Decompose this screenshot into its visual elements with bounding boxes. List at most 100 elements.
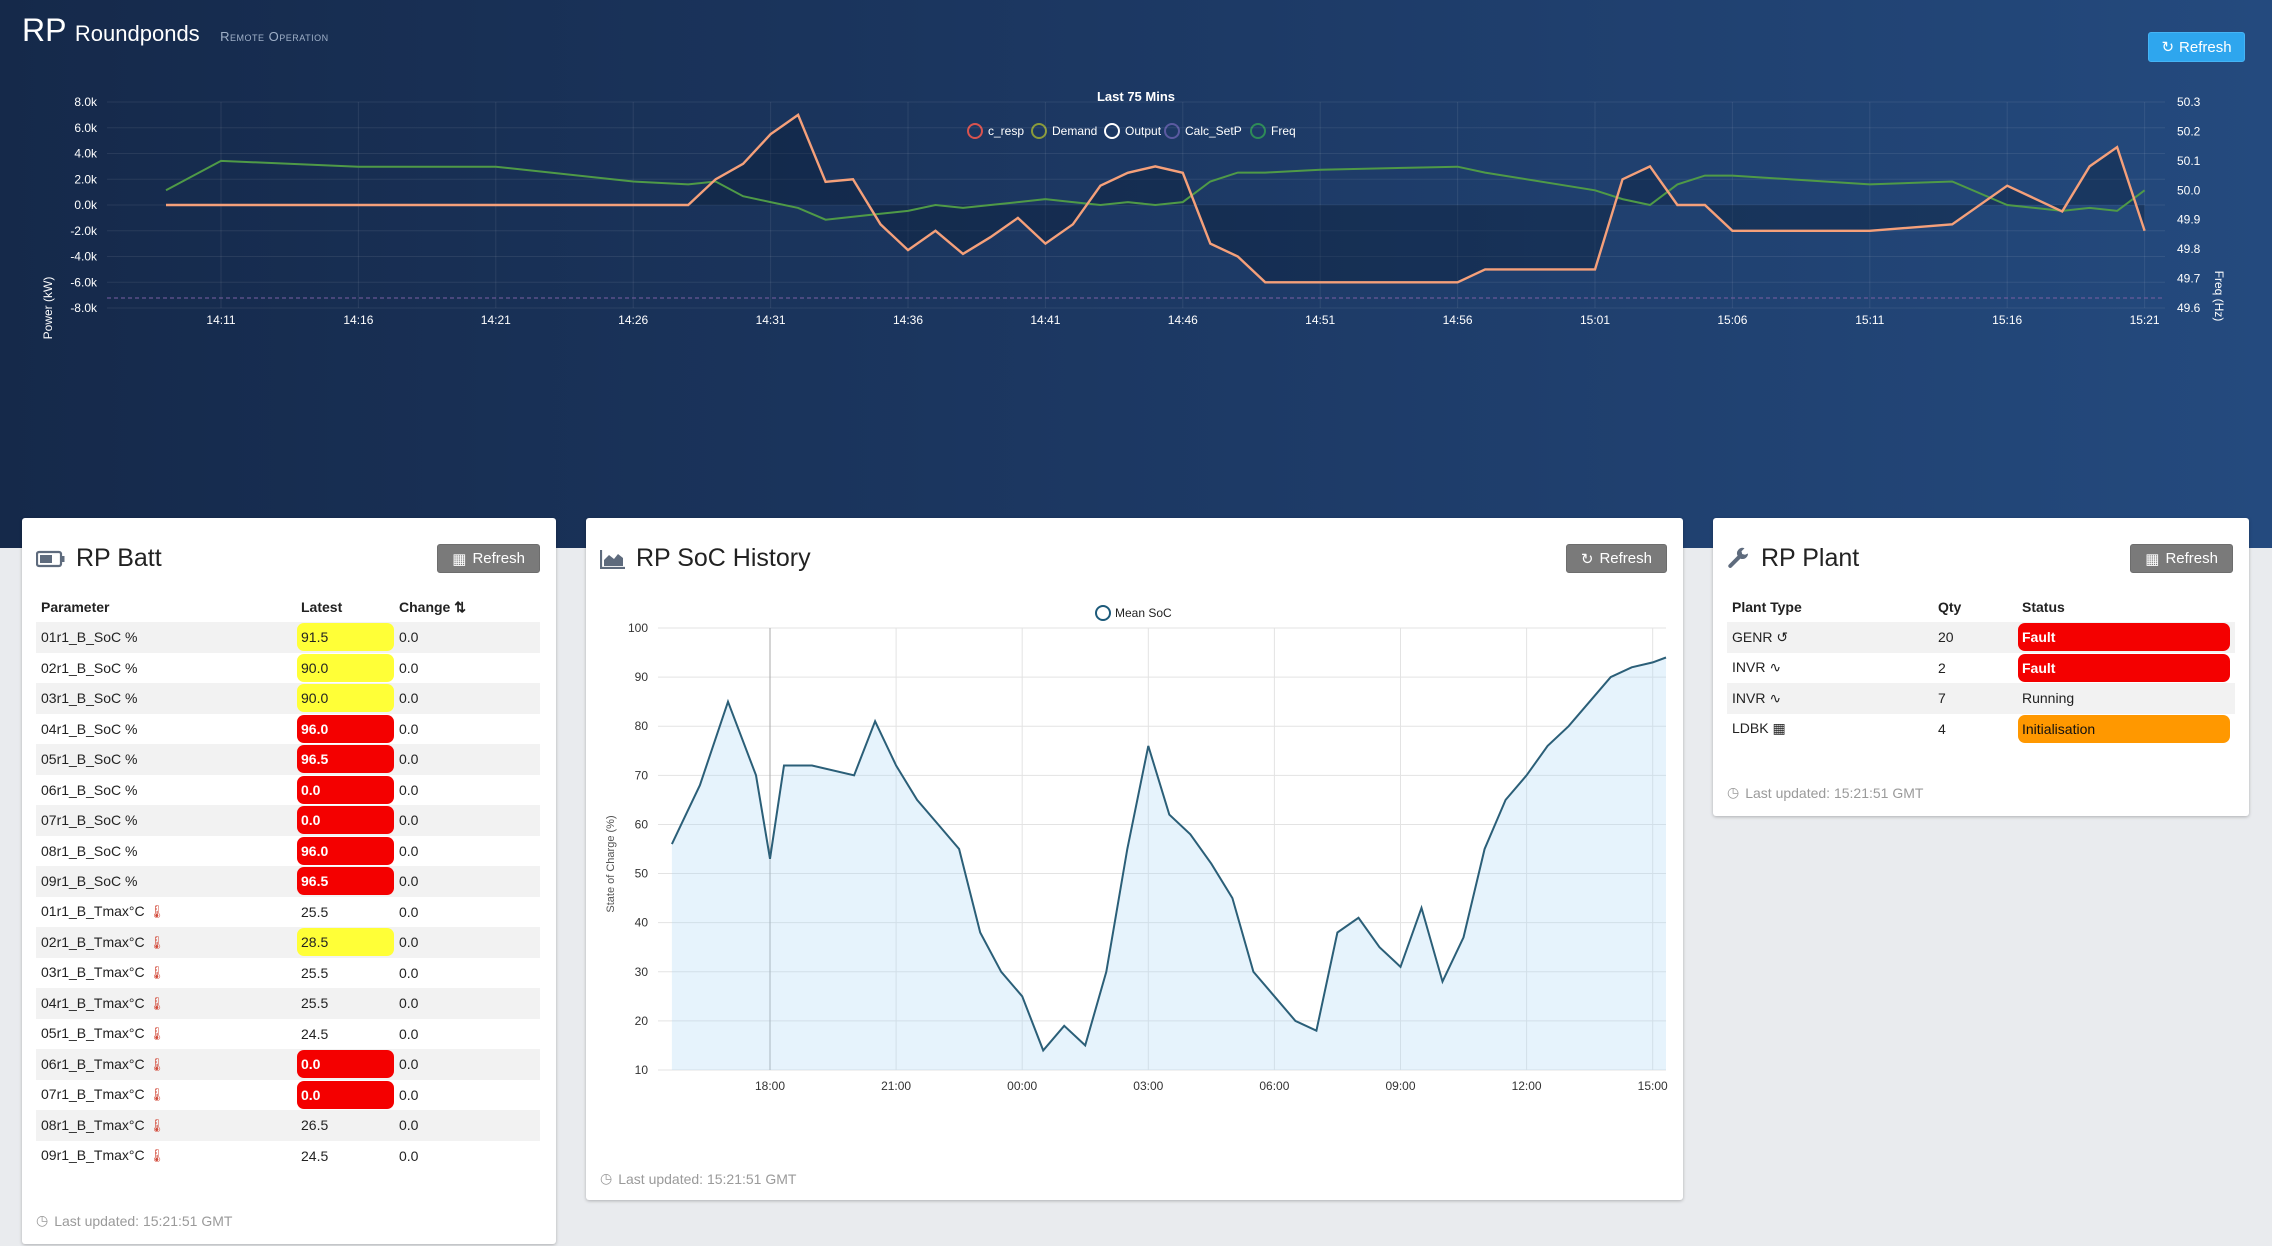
- batt-refresh-button[interactable]: ▦ Refresh: [437, 544, 540, 573]
- power-x-tick-label: 14:51: [1305, 313, 1335, 327]
- soc-y-tick-label: 70: [635, 768, 649, 782]
- batt-table-row: 03r1_B_SoC % 90.0 0.0: [36, 683, 540, 714]
- plant-qty-cell: 7: [1933, 683, 2017, 714]
- batt-latest-cell: 90.0: [296, 653, 394, 684]
- sort-icon: ⇅: [454, 598, 466, 615]
- power-y-tick-label: 0.0k: [74, 198, 98, 212]
- batt-param-cell: 01r1_B_SoC %: [36, 622, 296, 653]
- batt-change-cell: 0.0: [399, 781, 419, 798]
- batt-param-cell: 05r1_B_Tmax°C 🌡: [41, 1025, 166, 1042]
- batt-panel: RP Batt ▦ Refresh Parameter Latest Chang…: [22, 518, 556, 1244]
- brand: RP Roundponds Remote Operation: [22, 12, 329, 49]
- header-refresh-button[interactable]: ↻ Refresh: [2148, 32, 2245, 62]
- legend-item-output[interactable]: Output: [1104, 123, 1162, 139]
- status-badge: Initialisation: [2018, 714, 2230, 743]
- freq-y-tick-label: 50.3: [2177, 95, 2201, 109]
- batt-latest-cell: 96.5: [296, 866, 394, 897]
- clock-icon: ◷: [1727, 784, 1740, 800]
- batt-latest-cell: 24.5: [301, 1025, 329, 1042]
- batt-change-cell: 0.0: [394, 1110, 540, 1141]
- soc-y-ticks: 100 90 80 70 60 50 40 30 20 10: [628, 621, 648, 1077]
- batt-table-row: 07r1_B_SoC % 0.0 0.0: [36, 805, 540, 836]
- plant-table: Plant Type Qty Status GENR ↺ 20 Fault INVR …: [1727, 592, 2235, 744]
- plant-title-text: RP Plant: [1761, 544, 1860, 572]
- power-y-tick-label: 6.0k: [74, 121, 98, 135]
- batt-latest-cell: 0.0: [296, 1080, 394, 1111]
- freq-y-tick-label: 49.9: [2177, 213, 2201, 227]
- plant-col-type[interactable]: Plant Type: [1732, 599, 1802, 615]
- batt-latest-cell: 0.0: [296, 775, 394, 806]
- output-series-line: [166, 113, 2146, 284]
- power-chart-legend[interactable]: c_resp Demand Output Calc_SetP Freq: [967, 123, 1296, 139]
- power-x-tick-label: 15:06: [1717, 313, 1747, 327]
- batt-table-row: 06r1_B_Tmax°C 🌡 0.0 0.0: [36, 1049, 540, 1080]
- power-x-tick-label: 15:16: [1992, 313, 2022, 327]
- batt-change-cell: 0.0: [399, 903, 419, 920]
- freq-y-tick-label: 50.1: [2177, 154, 2201, 168]
- power-y-tick-label: -8.0k: [70, 301, 98, 315]
- power-x-ticks: 14:11 14:16 14:21 14:26 14:31 14:36 14:41 14:46…: [206, 313, 2160, 327]
- plant-col-status[interactable]: Status: [2022, 599, 2065, 615]
- thermometer-icon: 🌡: [148, 995, 166, 1011]
- power-x-tick-label: 14:56: [1443, 313, 1473, 327]
- soc-area-fill: [671, 657, 1666, 1070]
- batt-table-body: 01r1_B_SoC % 91.5 0.0 02r1_B_SoC % 90.0 0.0 03…: [36, 622, 540, 1171]
- thermometer-icon: 🌡: [148, 965, 166, 981]
- power-y-ticks: 8.0k 6.0k 4.0k 2.0k 0.0k -2.0k -4.0k -6.0k -8.0k: [70, 95, 98, 315]
- status-badge: Fault: [2018, 653, 2230, 682]
- batt-table-row: 06r1_B_SoC % 0.0 0.0: [36, 775, 540, 806]
- soc-refresh-label: Refresh: [1599, 550, 1652, 567]
- power-y-axis-label: Power (kW): [41, 277, 55, 340]
- plant-refresh-label: Refresh: [2165, 550, 2218, 567]
- legend-marker: [1164, 123, 1180, 139]
- plant-status-cell: Running: [2017, 683, 2235, 714]
- batt-param-cell: 08r1_B_SoC %: [41, 842, 138, 859]
- soc-refresh-button[interactable]: ↻ Refresh: [1565, 544, 1667, 573]
- plant-col-qty[interactable]: Qty: [1938, 599, 1962, 615]
- header-hero: RP Roundponds Remote Operation ↻ Refresh…: [0, 0, 2272, 548]
- logo-rp: RP: [22, 12, 67, 48]
- batt-param-cell: 07r1_B_Tmax°C 🌡: [41, 1086, 166, 1103]
- batt-table-row: 05r1_B_Tmax°C 🌡 24.5 0.0: [36, 1019, 540, 1050]
- soc-last-updated: ◷ Last updated: 15:21:51 GMT: [600, 1170, 797, 1187]
- batt-col-change[interactable]: Change ⇅: [399, 598, 466, 615]
- plant-panel-title: RP Plant: [1727, 544, 1859, 573]
- power-x-tick-label: 14:21: [481, 313, 511, 327]
- soc-legend-label: Mean SoC: [1115, 606, 1172, 620]
- plant-qty-cell: 20: [1933, 622, 2017, 653]
- batt-change-cell: 0.0: [394, 866, 540, 897]
- legend-label: Freq: [1271, 124, 1296, 138]
- status-badge: Fault: [2018, 623, 2230, 652]
- batt-col-parameter[interactable]: Parameter: [41, 599, 110, 615]
- legend-item-freq[interactable]: Freq: [1250, 123, 1296, 139]
- soc-x-ticks: 18:00 21:00 00:00 03:00 06:00 09:00 12:00 15:00: [755, 1079, 1668, 1093]
- legend-item-c-resp[interactable]: c_resp: [967, 123, 1024, 139]
- soc-x-tick-label: 00:00: [1007, 1079, 1037, 1093]
- soc-y-tick-label: 10: [635, 1063, 649, 1077]
- refresh-icon: ↻: [1580, 550, 1594, 568]
- power-x-tick-label: 14:31: [756, 313, 786, 327]
- area-chart-icon: [600, 549, 625, 569]
- logo-subtitle: Remote Operation: [220, 29, 329, 44]
- batt-latest-cell: 25.5: [301, 903, 329, 920]
- plant-table-row: GENR ↺ 20 Fault: [1727, 622, 2235, 653]
- soc-legend[interactable]: Mean SoC: [1095, 605, 1172, 621]
- legend-item-demand[interactable]: Demand: [1031, 123, 1097, 139]
- soc-y-tick-label: 90: [635, 670, 649, 684]
- batt-table-row: 07r1_B_Tmax°C 🌡 0.0 0.0: [36, 1080, 540, 1111]
- plant-type-cell: INVR ∿: [1732, 659, 1782, 676]
- batt-change-cell: 0.0: [394, 988, 540, 1019]
- plant-table-row: INVR ∿ 2 Fault: [1727, 653, 2235, 684]
- clock-icon: ◷: [600, 1170, 613, 1186]
- batt-param-cell: 02r1_B_SoC %: [41, 659, 138, 676]
- soc-y-tick-label: 20: [635, 1014, 649, 1028]
- plant-refresh-button[interactable]: ▦ Refresh: [2130, 544, 2233, 573]
- batt-change-cell: 0.0: [394, 622, 540, 653]
- legend-item-calc-setp[interactable]: Calc_SetP: [1164, 123, 1242, 139]
- batt-col-latest[interactable]: Latest: [301, 599, 343, 615]
- soc-x-tick-label: 18:00: [755, 1079, 785, 1093]
- batt-table-row: 03r1_B_Tmax°C 🌡 25.5 0.0: [36, 958, 540, 989]
- batt-change-cell: 0.0: [399, 842, 419, 859]
- power-y-tick-label: -4.0k: [70, 250, 98, 264]
- legend-marker: [1031, 123, 1047, 139]
